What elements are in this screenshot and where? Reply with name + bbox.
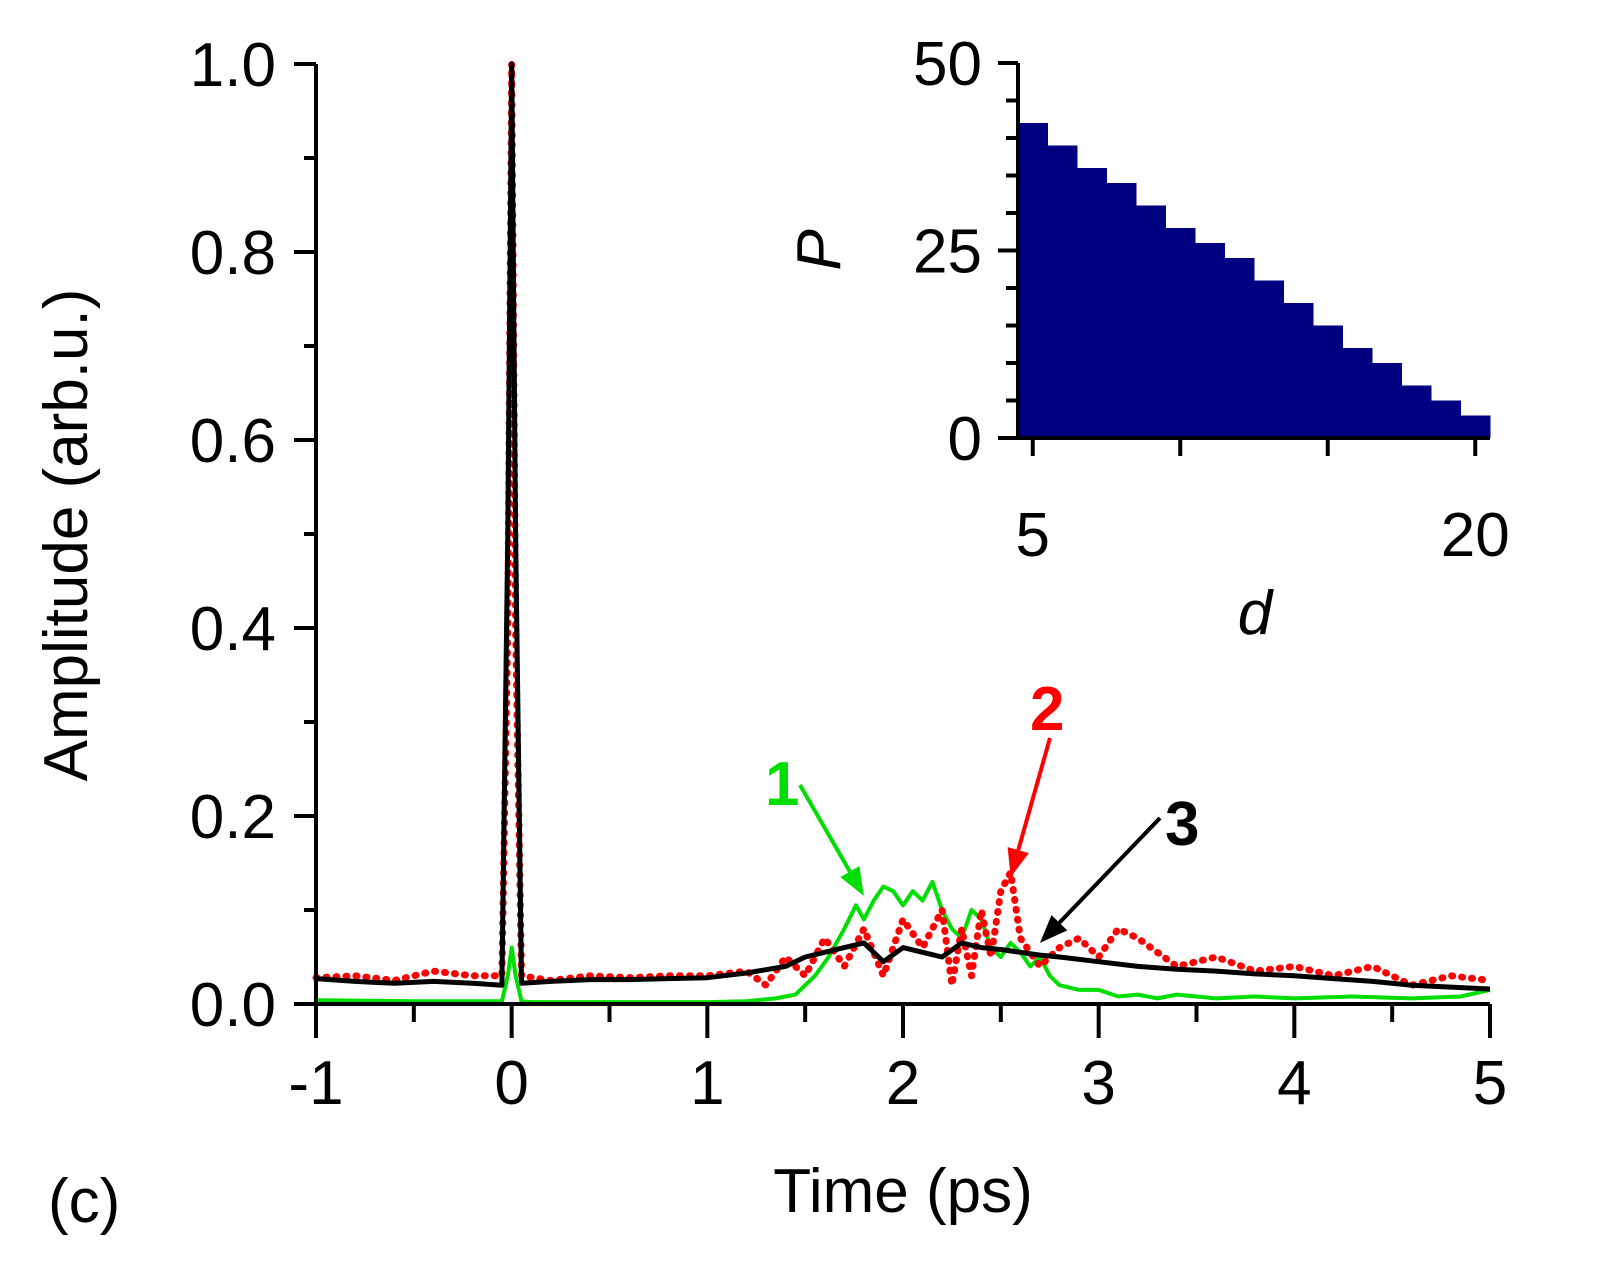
panel-label: (c) — [48, 1167, 120, 1236]
main-x-tick-label: 5 — [1473, 1049, 1507, 1118]
inset-bar — [1372, 363, 1402, 438]
series-line-2 — [312, 60, 1494, 989]
main-y-tick-label: 1.0 — [190, 31, 276, 100]
inset-bar — [1077, 168, 1107, 438]
inset-bar — [1165, 228, 1196, 438]
inset-x-tick-label: 5 — [1016, 501, 1050, 570]
inset-y-tick-label: 0 — [948, 405, 982, 474]
annotation-arrow-3 — [1057, 816, 1162, 925]
main-axes: -1 0 1 2 3 4 5 0.0 0.2 0.4 0.6 0.8 1.0 — [190, 31, 1507, 1118]
inset-bar — [1018, 123, 1048, 438]
series-line-3 — [315, 61, 1491, 992]
main-chart: -1 0 1 2 3 4 5 0.0 0.2 0.4 0.6 0.8 1.0 1 2 3 Time (ps)… — [32, 31, 1507, 1226]
main-x-tick-label: 4 — [1277, 1049, 1311, 1118]
inset-bar — [1195, 243, 1225, 438]
annotation-arrowhead-3 — [1039, 915, 1068, 943]
inset-bar — [1313, 325, 1343, 438]
main-x-tick-label: 1 — [690, 1049, 724, 1118]
inset-bar — [1460, 415, 1491, 438]
main-series-layer — [312, 60, 1494, 1005]
inset-chart: 5 20 0 25 50 d P — [785, 30, 1510, 648]
main-y-tick-label: 0.2 — [190, 783, 276, 852]
inset-y-tick-label: 25 — [913, 218, 982, 287]
inset-bar — [1342, 348, 1373, 438]
main-y-tick-label: 0.8 — [190, 219, 276, 288]
inset-y-tick-label: 50 — [913, 30, 982, 99]
main-y-tick-label: 0.0 — [190, 971, 276, 1040]
annotation-arrowhead-1 — [840, 866, 864, 896]
main-x-tick-label: 0 — [494, 1049, 528, 1118]
main-annotations: 1 2 3 — [765, 675, 1199, 943]
inset-bar — [1431, 400, 1461, 438]
inset-bars-layer — [1018, 123, 1491, 438]
main-x-tick-label: 2 — [886, 1049, 920, 1118]
inset-bar — [1047, 145, 1078, 438]
annotation-arrowhead-2 — [1007, 847, 1029, 878]
main-x-tick-label: 3 — [1081, 1049, 1115, 1118]
main-x-tick-label: -1 — [288, 1049, 343, 1118]
inset-x-tick-label: 20 — [1441, 501, 1510, 570]
main-y-tick-label: 0.6 — [190, 407, 276, 476]
annotation-arrow-1 — [798, 784, 852, 873]
inset-y-axis-title: P — [785, 229, 854, 270]
inset-bar — [1224, 258, 1255, 438]
inset-bar — [1106, 183, 1137, 438]
annotation-label-3: 3 — [1165, 790, 1199, 859]
inset-x-axis-title: d — [1238, 579, 1275, 648]
annotation-label-2: 2 — [1030, 675, 1064, 744]
inset-bar — [1283, 303, 1314, 438]
inset-axes: 5 20 0 25 50 — [913, 30, 1510, 570]
annotation-arrow-2 — [1016, 737, 1052, 851]
main-x-axis-title: Time (ps) — [773, 1157, 1032, 1226]
inset-bar — [1254, 280, 1284, 438]
inset-bar — [1136, 205, 1166, 438]
main-y-axis-title: Amplitude (arb.u.) — [32, 289, 101, 782]
annotation-label-1: 1 — [765, 750, 799, 819]
inset-bar — [1401, 385, 1432, 438]
main-y-tick-label: 0.4 — [190, 595, 276, 664]
